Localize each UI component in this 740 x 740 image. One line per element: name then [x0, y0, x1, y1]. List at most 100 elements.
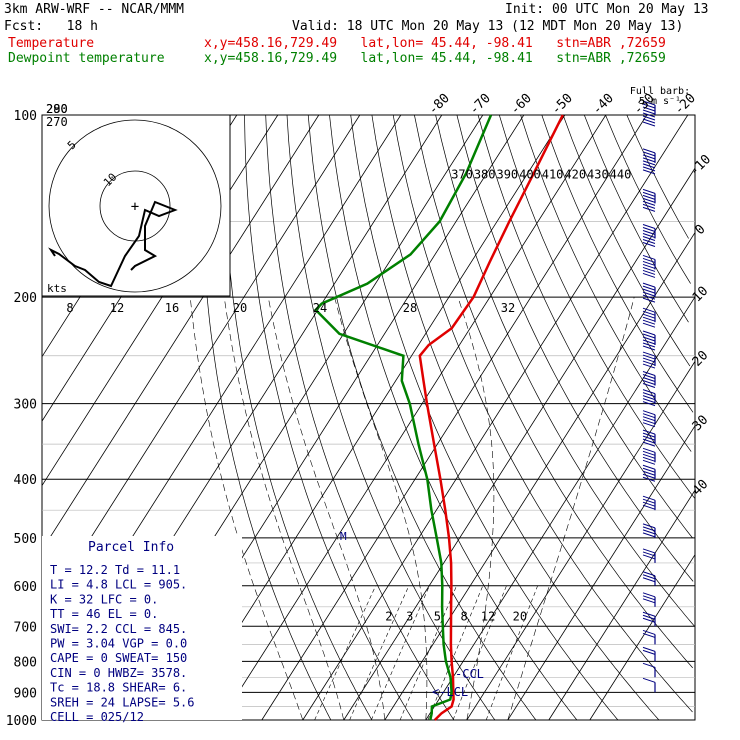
wind-barb-flag — [642, 456, 656, 462]
wind-barb-flag — [642, 614, 656, 620]
wind-barb-flag — [642, 316, 656, 322]
isotherm-label-10: 10 — [690, 284, 712, 306]
parcel-row: K = 32 LFC = 0. — [50, 592, 158, 606]
dry-adiabat-310 — [307, 114, 537, 721]
wind-barb-flag — [642, 459, 656, 465]
mark-m: M — [340, 530, 347, 543]
wind-barb-flag — [642, 470, 656, 476]
theta-label-440: 440 — [610, 168, 632, 182]
wind-barb-flag — [642, 498, 656, 504]
isotherm-20 — [466, 361, 696, 721]
wind-barb-flag — [642, 571, 656, 577]
hodograph-units: kts — [47, 282, 67, 295]
wind-barb-flag — [642, 151, 656, 157]
dewpoint-line — [313, 114, 493, 721]
wind-barb-flag — [642, 523, 656, 529]
wind-barb-flag — [642, 106, 656, 112]
isotherm-10 — [425, 296, 696, 721]
wind-barb-flag — [642, 319, 656, 325]
mixing-ratio-label-5: 5 — [434, 609, 441, 623]
pressure-label-400: 400 — [14, 473, 37, 488]
wind-barb-flag — [642, 617, 656, 623]
isotherm-label--60: -60 — [508, 91, 535, 118]
wind-barb-flag — [642, 476, 656, 482]
isotherm--10 — [343, 167, 696, 721]
wind-barb-flag — [642, 441, 656, 447]
dry-adiabat-260 — [200, 114, 332, 721]
theta-label-430: 430 — [587, 168, 609, 182]
dry-adiabat-420 — [541, 114, 694, 413]
mixing-ratio-1 — [314, 585, 376, 721]
init-time: Init: 00 UTC Mon 20 May 13 — [505, 2, 709, 17]
wind-barb-flag — [642, 322, 656, 328]
wind-barb-flag — [642, 551, 656, 557]
hodograph-speed-label-8: 8 — [66, 301, 73, 315]
wind-barb-flag — [642, 447, 656, 453]
wind-barb-flag — [642, 121, 656, 127]
parcel-row: Tc = 18.8 SHEAR= 6. — [50, 681, 187, 695]
theta-label-390: 390 — [496, 168, 518, 182]
mixing-ratio-label-20: 20 — [513, 609, 527, 623]
wind-barb-flag — [642, 148, 656, 154]
wind-barb-flag — [642, 342, 656, 348]
dry-adiabat-450 — [605, 114, 691, 284]
wind-barb-flag — [642, 191, 656, 197]
hodograph-speed-label-20: 20 — [233, 301, 247, 315]
wind-barb-flag — [642, 233, 656, 238]
parcel-row: TT = 46 EL = 0. — [50, 607, 158, 621]
dewpoint-legend-info: x,y=458.16,729.49 lat,lon= 45.44, -98.41… — [204, 51, 666, 66]
wind-barb-flag — [642, 504, 656, 510]
wind-barb-flag — [642, 392, 656, 398]
wind-barb-flag — [642, 227, 656, 232]
hodograph-speed-label-24: 24 — [313, 301, 327, 315]
mixing-ratio-label-12: 12 — [481, 609, 495, 623]
wind-barb-flag — [642, 288, 656, 294]
isotherm-label-20: 20 — [690, 348, 712, 370]
series-layer: M -CCL <-LCL — [313, 114, 564, 721]
mixing-ratio-8 — [427, 585, 484, 721]
mixing-ratio-5 — [399, 585, 457, 721]
dry-adiabat-270 — [222, 114, 373, 721]
theta-label-380: 380 — [474, 168, 496, 182]
wind-barb-flag — [642, 554, 656, 560]
dry-adiabat-400 — [498, 114, 695, 499]
isotherm-50 — [589, 554, 696, 721]
theta-label-420: 420 — [564, 168, 586, 182]
hodograph-ring-outer — [48, 119, 222, 293]
wind-barb-flag — [642, 294, 656, 300]
isotherm--30 — [261, 114, 648, 721]
mixing-ratio-3 — [371, 585, 430, 721]
wind-barb-flag — [642, 100, 656, 106]
wind-barb-flag — [642, 224, 656, 229]
parcel-row: SWI= 2.2 CCL = 845. — [50, 622, 187, 636]
isotherm-label--80: -80 — [426, 91, 453, 118]
hodograph-speed-label-12: 12 — [110, 301, 124, 315]
wind-barb-flag — [642, 380, 656, 386]
isotherm-30 — [507, 425, 696, 721]
mixing-ratio-20 — [485, 585, 538, 721]
hodograph-speed-label-32: 32 — [501, 301, 515, 315]
dry-adiabat-370 — [435, 114, 695, 627]
dry-adiabat-280 — [244, 114, 414, 721]
wind-barb-flag — [642, 453, 656, 459]
wind-barb-flag — [642, 548, 656, 554]
temperature-line — [418, 114, 564, 721]
theta-side-label-270: 270 — [46, 115, 68, 129]
valid-time: Valid: 18 UTC Mon 20 May 13 (12 MDT Mon … — [292, 19, 684, 34]
mixing-ratio-label-2: 2 — [385, 609, 392, 623]
theta-label-410: 410 — [542, 168, 564, 182]
mixing-ratio-12 — [452, 585, 507, 721]
dry-adiabat-410 — [520, 114, 692, 452]
wind-legend-title: Full barb: — [630, 86, 690, 97]
wind-barb-flag — [642, 333, 656, 339]
wind-legend-units: 5 m s⁻¹ — [639, 96, 681, 107]
dry-adiabat-380 — [456, 114, 694, 582]
wind-barb-flag — [642, 467, 656, 473]
wind-barb-flag — [642, 357, 656, 363]
wind-barb-flag — [642, 646, 656, 652]
wind-barb-flag — [642, 206, 656, 212]
dry-adiabat-290 — [265, 114, 455, 721]
wind-barb-flag — [642, 632, 656, 638]
parcel-row: CAPE = 0 SWEAT= 150 — [50, 651, 187, 665]
